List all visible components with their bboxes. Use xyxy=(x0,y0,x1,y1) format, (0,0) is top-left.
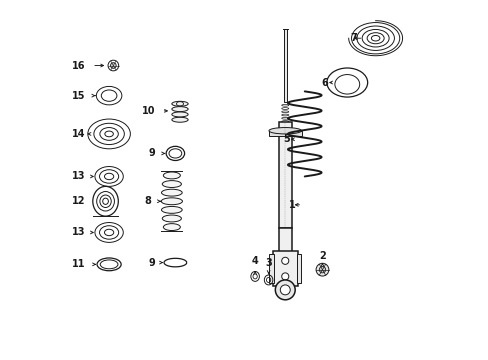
Text: 16: 16 xyxy=(72,60,85,71)
Text: 5: 5 xyxy=(283,134,289,144)
Circle shape xyxy=(110,63,116,68)
Circle shape xyxy=(281,257,288,264)
Bar xyxy=(269,255,273,283)
Text: 9: 9 xyxy=(148,148,155,158)
Circle shape xyxy=(319,266,325,273)
Text: 2: 2 xyxy=(319,251,325,261)
Ellipse shape xyxy=(163,224,180,230)
Bar xyxy=(278,228,291,281)
Bar xyxy=(272,251,297,286)
Text: 10: 10 xyxy=(142,106,155,116)
Circle shape xyxy=(315,263,328,276)
Text: 6: 6 xyxy=(321,77,327,87)
Text: 15: 15 xyxy=(72,91,85,101)
Ellipse shape xyxy=(161,206,182,213)
Text: 8: 8 xyxy=(144,196,151,206)
Text: 13: 13 xyxy=(72,171,85,181)
Ellipse shape xyxy=(161,189,182,196)
Ellipse shape xyxy=(163,172,180,179)
Circle shape xyxy=(281,273,288,280)
Bar xyxy=(284,30,286,102)
Ellipse shape xyxy=(171,107,188,112)
Ellipse shape xyxy=(161,198,182,205)
Ellipse shape xyxy=(171,101,188,106)
Ellipse shape xyxy=(162,215,181,222)
Text: 9: 9 xyxy=(148,258,155,267)
Text: 7: 7 xyxy=(350,33,356,43)
Text: 13: 13 xyxy=(72,228,85,238)
Text: 1: 1 xyxy=(288,200,295,210)
Text: 3: 3 xyxy=(264,258,271,268)
Text: 14: 14 xyxy=(72,129,85,139)
Circle shape xyxy=(275,280,295,300)
Bar xyxy=(278,122,291,228)
Ellipse shape xyxy=(268,127,301,134)
Bar xyxy=(296,255,301,283)
Ellipse shape xyxy=(171,117,188,122)
Bar xyxy=(268,131,301,136)
Circle shape xyxy=(280,285,290,295)
Text: 12: 12 xyxy=(72,196,85,206)
Text: 11: 11 xyxy=(72,259,85,269)
Ellipse shape xyxy=(171,112,188,117)
Text: 4: 4 xyxy=(251,256,258,266)
Ellipse shape xyxy=(162,181,181,188)
